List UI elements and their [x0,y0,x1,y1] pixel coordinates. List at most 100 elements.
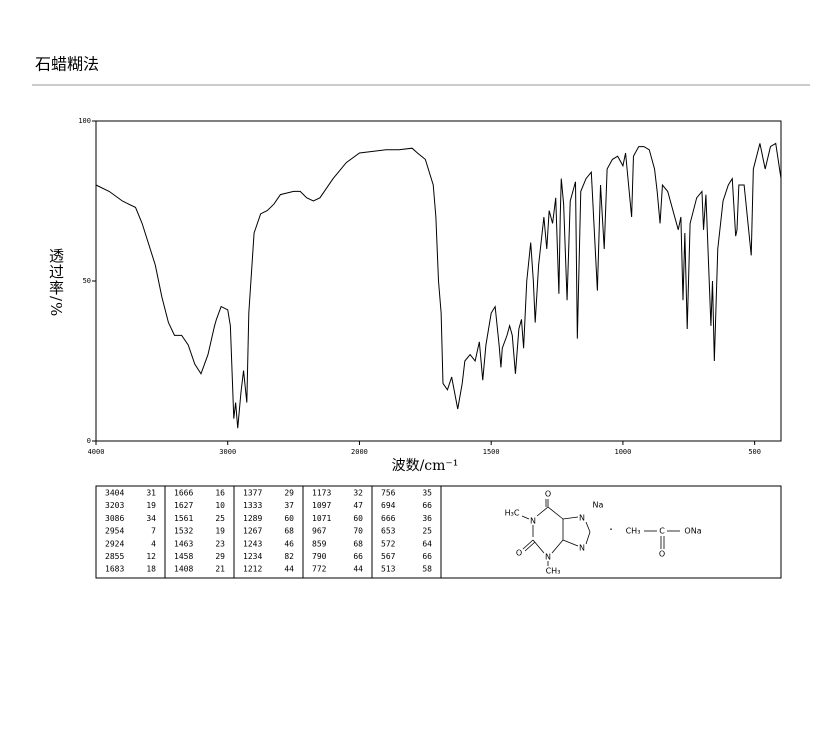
table-frame [95,485,782,579]
peak-transmittance: 58 [422,565,432,574]
x-tick-label: 500 [748,448,761,456]
peak-wavenumber: 967 [312,527,327,536]
peak-transmittance: 60 [284,514,294,523]
y-tick-label: 100 [78,117,91,125]
chart-title: 石蜡糊法 [35,55,99,74]
peak-transmittance: 66 [353,552,363,561]
peak-wavenumber: 790 [312,552,327,561]
peak-wavenumber: 694 [381,501,396,510]
spectrum-line [95,142,782,429]
peak-transmittance: 31 [146,489,156,498]
peak-wavenumber: 1561 [174,514,193,523]
peak-transmittance: 10 [215,501,225,510]
y-tick-label: 50 [83,277,91,285]
atom-label: H₃C [505,509,520,518]
peak-wavenumber: 859 [312,539,327,548]
x-tick-label: 1500 [483,448,500,456]
peak-wavenumber: 3203 [105,501,124,510]
atom-label: O [659,550,665,559]
peak-wavenumber: 772 [312,565,327,574]
x-tick-label: 1000 [614,448,631,456]
peak-transmittance: 66 [422,552,432,561]
atom-label: N [545,553,551,562]
peak-wavenumber: 1333 [243,501,262,510]
y-tick-label: 0 [87,437,91,445]
peak-transmittance: 32 [353,489,363,498]
peak-wavenumber: 1683 [105,565,124,574]
x-axis-label: 波数/cm⁻¹ [392,458,459,474]
peak-wavenumber: 653 [381,527,396,536]
peak-wavenumber: 1377 [243,489,262,498]
peak-transmittance: 19 [146,501,156,510]
peak-transmittance: 66 [422,501,432,510]
peak-transmittance: 35 [422,489,432,498]
peak-wavenumber: 1267 [243,527,262,536]
peak-table: 3404 31 3203 19 3086 34 2954 7 2924 4 2855 12 1683 18… [105,486,442,578]
atom-label: CH₃ [626,527,641,536]
peak-transmittance: 70 [353,527,363,536]
atom-label: C [659,527,665,536]
peak-transmittance: 68 [284,527,294,536]
x-tick-label: 4000 [88,448,105,456]
peak-wavenumber: 2924 [105,539,124,548]
y-axis-label: 透过率/% [47,248,65,318]
peak-transmittance: 82 [284,552,294,561]
peak-transmittance: 44 [353,565,363,574]
x-tick-label: 3000 [219,448,236,456]
peak-wavenumber: 1463 [174,539,193,548]
peak-transmittance: 21 [215,565,225,574]
peak-wavenumber: 1234 [243,552,262,561]
peak-wavenumber: 666 [381,514,396,523]
peak-transmittance: 25 [422,527,432,536]
peak-transmittance: 23 [215,539,225,548]
peak-transmittance: 46 [284,539,294,548]
peak-transmittance: 25 [215,514,225,523]
peak-wavenumber: 3404 [105,489,124,498]
peak-transmittance: 16 [215,489,225,498]
peak-transmittance: 7 [151,527,156,536]
peak-transmittance: 18 [146,565,156,574]
peak-wavenumber: 572 [381,539,396,548]
peak-wavenumber: 1666 [174,489,193,498]
plot: 4000 3000 2000 1500 1000 500 0 50 100 [78,117,782,456]
peak-wavenumber: 1173 [312,489,331,498]
atom-label: N [579,544,585,553]
structure [521,499,680,566]
peak-wavenumber: 2954 [105,527,124,536]
atom-label: Na [593,501,604,510]
peak-wavenumber: 1243 [243,539,262,548]
x-tick-label: 2000 [351,448,368,456]
atom-label: ONa [684,527,701,536]
peak-wavenumber: 3086 [105,514,124,523]
structure-labels: O H₃C N O N CH₃ N Na N · CH₃ C ONa O [505,490,702,576]
atom-label: · [609,523,613,537]
peak-transmittance: 34 [146,514,156,523]
atom-label: O [516,549,522,558]
peak-transmittance: 12 [146,552,156,561]
atom-label: N [530,517,536,526]
peak-transmittance: 19 [215,527,225,536]
peak-wavenumber: 1289 [243,514,262,523]
peak-transmittance: 37 [284,501,294,510]
peak-wavenumber: 1458 [174,552,193,561]
peak-wavenumber: 567 [381,552,396,561]
atom-label: O [545,490,551,499]
peak-transmittance: 36 [422,514,432,523]
peak-transmittance: 47 [353,501,363,510]
peak-transmittance: 60 [353,514,363,523]
peak-transmittance: 29 [284,489,294,498]
atom-label: CH₃ [546,567,561,576]
peak-wavenumber: 1408 [174,565,193,574]
peak-wavenumber: 1097 [312,501,331,510]
peak-transmittance: 44 [284,565,294,574]
peak-wavenumber: 1532 [174,527,193,536]
peak-wavenumber: 1627 [174,501,193,510]
peak-transmittance: 29 [215,552,225,561]
peak-wavenumber: 513 [381,565,396,574]
peak-wavenumber: 1071 [312,514,331,523]
peak-transmittance: 68 [353,539,363,548]
peak-wavenumber: 1212 [243,565,262,574]
peak-transmittance: 4 [151,539,156,548]
